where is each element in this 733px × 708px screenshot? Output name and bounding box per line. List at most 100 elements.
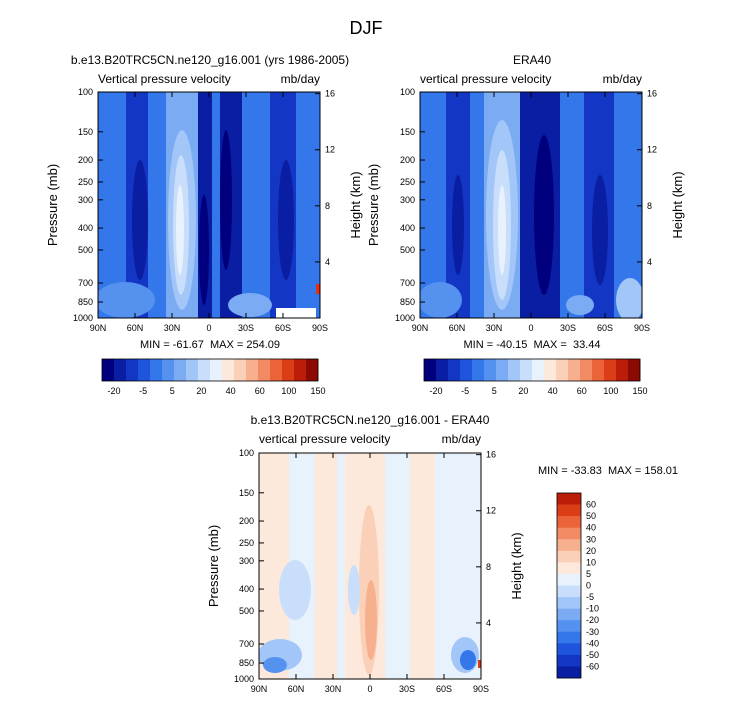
colorbar-label: 150 [632,386,647,396]
panel-obs-stats: MIN = -40.15 MAX = 33.44 [464,339,601,351]
page-title: DJF [350,18,383,38]
y-tick-label: 100 [239,448,254,458]
panel-model-units: mb/day [281,72,320,86]
colorbar-label: 0 [586,581,591,591]
y-tick-label: 200 [239,516,254,526]
colorbar-frame [556,492,582,679]
colorbar-label: 100 [603,386,618,396]
colorbar-swatch [557,504,581,517]
panel-model-ylabel: Pressure (mb) [45,164,60,246]
colorbar-swatch [557,573,581,586]
panel-obs-title: ERA40 [513,53,551,67]
y-right-tick-label: 8 [325,201,330,211]
y-tick-label: 700 [239,639,254,649]
x-tick-label: 30S [560,323,576,333]
y-right-tick-label: 16 [325,89,335,99]
y-tick-label: 150 [400,127,415,137]
y-tick-label: 1000 [395,313,415,323]
colorbar-label: 40 [548,386,558,396]
colorbar-swatch [557,666,581,679]
x-tick-label: 30N [486,323,503,333]
colorbar-swatch [557,550,581,563]
colorbar-swatch [508,359,521,381]
y-right-tick-label: 8 [486,562,491,572]
colorbar-label: -5 [461,386,469,396]
colorbar-swatch [150,359,163,381]
x-tick-label: 0 [528,323,533,333]
colorbar-swatch [138,359,151,381]
x-tick-label: 60S [275,323,291,333]
colorbar-swatch [592,359,605,381]
colorbar-label: 150 [310,386,325,396]
panel-diff-left-string: vertical pressure velocity [259,432,390,446]
colorbar-label: 100 [281,386,296,396]
y-tick-label: 700 [400,278,415,288]
x-tick-label: 90S [473,684,489,694]
colorbar-swatch [568,359,581,381]
colorbar-swatch [294,359,307,381]
colorbar-swatch [557,608,581,621]
panel-obs-ylabel-right: Height (km) [670,171,685,238]
y-tick-label: 400 [239,584,254,594]
colorbar-label: -60 [586,661,599,671]
colorbar-swatch [556,359,569,381]
y-right-tick-label: 12 [647,145,657,155]
y-tick-label: 850 [78,297,93,307]
colorbar-swatch [557,493,581,505]
colorbar-swatch [557,539,581,552]
colorbar-label: 40 [226,386,236,396]
colorbar-label: 60 [577,386,587,396]
x-tick-label: 90S [634,323,650,333]
colorbar-swatch [174,359,187,381]
y-tick-label: 1000 [73,313,93,323]
y-tick-label: 250 [239,538,254,548]
colorbar-label: 20 [586,546,596,556]
y-tick-label: 250 [78,177,93,187]
colorbar-swatch [628,359,641,381]
y-tick-label: 300 [400,195,415,205]
y-tick-label: 300 [78,195,93,205]
x-tick-label: 60S [436,684,452,694]
x-tick-label: 90S [312,323,328,333]
panel-obs-left-string: vertical pressure velocity [420,72,551,86]
colorbar-label: -10 [586,604,599,614]
colorbar-swatch [532,359,545,381]
x-tick-label: 0 [206,323,211,333]
y-right-tick-label: 4 [647,257,652,267]
colorbar-label: -5 [586,592,594,602]
panel-diff-ylabel-right: Height (km) [509,532,524,599]
panel-diff-field [259,453,481,679]
colorbar-swatch [234,359,247,381]
panel-obs-ylabel: Pressure (mb) [366,164,381,246]
x-tick-label: 0 [367,684,372,694]
panel-model-ylabel-right: Height (km) [348,171,363,238]
x-tick-label: 90N [251,684,268,694]
x-tick-label: 60S [597,323,613,333]
x-tick-label: 30N [325,684,342,694]
y-tick-label: 500 [239,606,254,616]
x-tick-label: 90N [412,323,429,333]
y-tick-label: 100 [400,87,415,97]
colorbar-label: 30 [586,534,596,544]
colorbar-label: 5 [170,386,175,396]
colorbar-swatch [557,585,581,598]
colorbar-label: 20 [196,386,206,396]
x-tick-label: 60N [127,323,144,333]
colorbar-swatch [544,359,557,381]
y-tick-label: 300 [239,556,254,566]
panel-diff-stats: MIN = -33.83 MAX = 158.01 [538,465,678,477]
colorbar-swatch [557,516,581,528]
colorbar-swatch [472,359,485,381]
x-tick-label: 30S [238,323,254,333]
colorbar-swatch [258,359,271,381]
colorbar-swatch [210,359,223,381]
panel-obs-colorbar: -20 -5 5 20 40 60 100 150 [423,358,648,396]
y-right-tick-label: 4 [486,618,491,628]
y-tick-label: 150 [239,488,254,498]
colorbar-label: 60 [586,500,596,510]
colorbar-label: -50 [586,650,599,660]
colorbar-swatch [557,643,581,656]
panel-model: b.e13.B20TRC5CN.ne120_g16.001 (yrs 1986-… [45,53,363,396]
y-tick-label: 150 [78,127,93,137]
